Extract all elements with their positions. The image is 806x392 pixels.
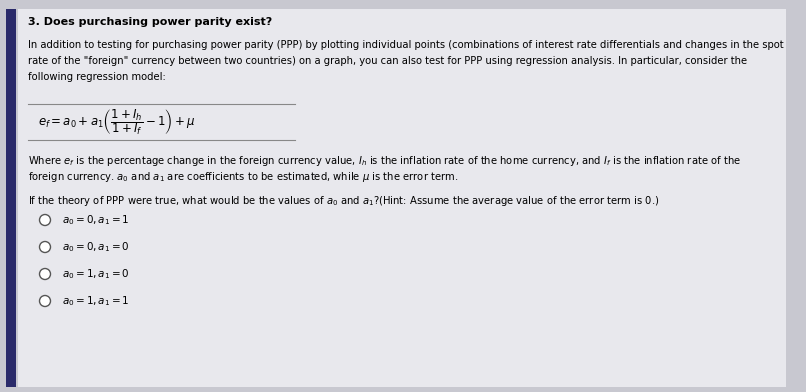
Text: foreign currency. $a_0$ and $a_1$ are coefficients to be estimated, while $\mu$ : foreign currency. $a_0$ and $a_1$ are co… (28, 170, 459, 184)
FancyBboxPatch shape (6, 9, 16, 387)
Text: rate of the "foreign" currency between two countries) on a graph, you can also t: rate of the "foreign" currency between t… (28, 56, 747, 66)
Text: $a_0 = 0, a_1 = 0$: $a_0 = 0, a_1 = 0$ (62, 240, 130, 254)
FancyBboxPatch shape (18, 9, 786, 387)
Text: following regression model:: following regression model: (28, 72, 166, 82)
Text: $a_0 = 1, a_1 = 1$: $a_0 = 1, a_1 = 1$ (62, 294, 130, 308)
Text: $a_0 = 1, a_1 = 0$: $a_0 = 1, a_1 = 0$ (62, 267, 130, 281)
Text: $e_f = a_0 + a_1\left(\dfrac{1+I_h}{1+I_f}-1\right)+\mu$: $e_f = a_0 + a_1\left(\dfrac{1+I_h}{1+I_… (38, 107, 196, 137)
Circle shape (39, 296, 51, 307)
Text: If the theory of PPP were true, what would be the values of $a_0$ and $a_1$?(Hin: If the theory of PPP were true, what wou… (28, 194, 659, 208)
Text: 3. Does purchasing power parity exist?: 3. Does purchasing power parity exist? (28, 17, 272, 27)
Circle shape (39, 269, 51, 279)
Text: $a_0 = 0, a_1 = 1$: $a_0 = 0, a_1 = 1$ (62, 213, 130, 227)
Circle shape (39, 214, 51, 225)
Circle shape (39, 241, 51, 252)
Text: Where $e_f$ is the percentage change in the foreign currency value, $I_h$ is the: Where $e_f$ is the percentage change in … (28, 154, 742, 168)
Text: In addition to testing for purchasing power parity (PPP) by plotting individual : In addition to testing for purchasing po… (28, 40, 783, 50)
